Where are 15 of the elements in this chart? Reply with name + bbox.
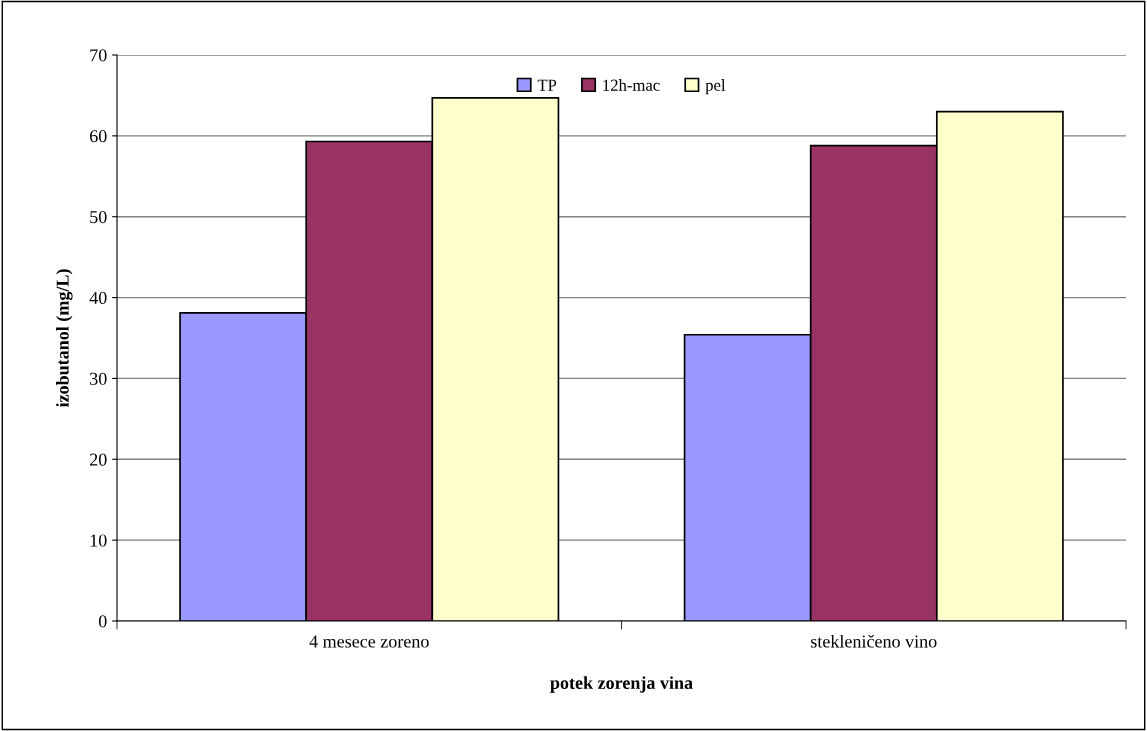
y-tick-label: 50 — [90, 210, 107, 224]
x-axis-title: potek zorenja vina — [550, 676, 693, 693]
y-tick-label: 60 — [90, 130, 107, 143]
legend-label: pel — [705, 79, 726, 95]
y-axis-title: izobutanol (mg/L) — [56, 269, 73, 408]
legend-label: 12h-mac — [603, 79, 660, 91]
x-tick-label: 4 mesece zoreno — [309, 635, 429, 648]
legend-label: TP — [537, 79, 557, 91]
y-tick-label: 30 — [90, 372, 107, 385]
y-tick-label: 10 — [90, 534, 107, 547]
x-tick-label: stekleničeno vino — [811, 634, 937, 648]
y-tick-label: 40 — [89, 291, 107, 305]
y-tick-label: 0 — [98, 615, 107, 628]
y-tick-label: 20 — [90, 453, 107, 466]
y-tick-label: 70 — [90, 49, 107, 62]
